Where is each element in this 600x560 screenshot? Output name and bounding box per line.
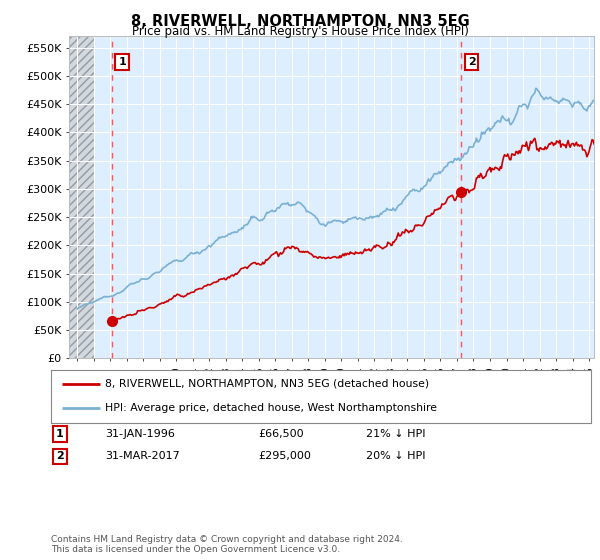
Text: Price paid vs. HM Land Registry's House Price Index (HPI): Price paid vs. HM Land Registry's House … <box>131 25 469 38</box>
Text: Contains HM Land Registry data © Crown copyright and database right 2024.
This d: Contains HM Land Registry data © Crown c… <box>51 535 403 554</box>
Text: 1: 1 <box>56 429 64 439</box>
Text: 2: 2 <box>468 57 475 67</box>
Text: HPI: Average price, detached house, West Northamptonshire: HPI: Average price, detached house, West… <box>105 403 437 413</box>
Text: 31-MAR-2017: 31-MAR-2017 <box>105 451 180 461</box>
Bar <box>69 36 95 358</box>
Text: 8, RIVERWELL, NORTHAMPTON, NN3 5EG: 8, RIVERWELL, NORTHAMPTON, NN3 5EG <box>131 14 469 29</box>
Text: £66,500: £66,500 <box>258 429 304 439</box>
Text: 21% ↓ HPI: 21% ↓ HPI <box>366 429 425 439</box>
Text: 20% ↓ HPI: 20% ↓ HPI <box>366 451 425 461</box>
Text: 8, RIVERWELL, NORTHAMPTON, NN3 5EG (detached house): 8, RIVERWELL, NORTHAMPTON, NN3 5EG (deta… <box>105 379 429 389</box>
Text: 1: 1 <box>118 57 126 67</box>
Text: £295,000: £295,000 <box>258 451 311 461</box>
Text: 31-JAN-1996: 31-JAN-1996 <box>105 429 175 439</box>
Text: 2: 2 <box>56 451 64 461</box>
